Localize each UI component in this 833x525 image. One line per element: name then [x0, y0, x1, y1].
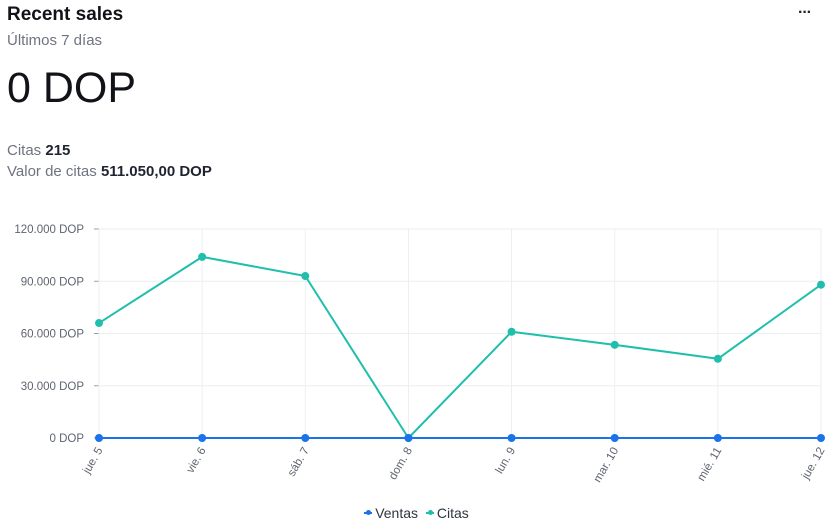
data-point-ventas: [817, 434, 825, 442]
x-tick-label: mié. 11: [696, 446, 725, 484]
legend-marker-ventas: [364, 510, 373, 515]
y-tick-label: 0 DOP: [49, 433, 84, 445]
data-point-ventas: [610, 434, 619, 442]
legend-label-citas: Citas: [436, 505, 469, 521]
x-tick-label: jue. 12: [799, 446, 827, 483]
valor-citas-value: 511.050,00 DOP: [100, 163, 212, 180]
y-tick-label: 30.000 DOP: [21, 381, 85, 393]
x-tick-label: sáb. 7: [286, 446, 312, 479]
data-point-ventas: [404, 434, 413, 442]
y-tick-label: 120.000 DOP: [14, 224, 84, 236]
valor-citas-label: Valor de citas: [7, 163, 97, 180]
x-tick-label: dom. 8: [387, 446, 415, 482]
valor-citas-metric: Valor de citas 511.050,00 DOP: [7, 163, 212, 180]
chart-legend: Ventas Citas: [0, 501, 833, 521]
data-point-citas: [301, 272, 310, 281]
data-point-citas: [507, 327, 516, 336]
data-point-ventas: [301, 434, 310, 442]
data-point-ventas: [713, 434, 722, 442]
data-point-citas: [198, 252, 207, 261]
card-subtitle: Últimos 7 días: [7, 32, 103, 49]
data-point-ventas: [507, 434, 516, 442]
legend-marker-citas: [425, 510, 434, 515]
series-line-citas: [98, 255, 822, 439]
citas-metric: Citas 215: [7, 142, 70, 159]
legend-item-citas[interactable]: Citas: [425, 505, 469, 521]
data-point-citas: [713, 354, 722, 363]
citas-value: 215: [45, 142, 71, 159]
data-point-citas: [610, 340, 619, 349]
card-title: Recent sales: [7, 4, 124, 25]
citas-label: Citas: [7, 142, 42, 159]
sales-line-chart: 0 DOP 30.000 DOP 60.000 DOP 90.000 DOP 120.0…: [14, 224, 827, 485]
x-tick-label: vie. 6: [185, 446, 209, 476]
more-options-button[interactable]: ···: [798, 4, 812, 21]
legend-label-ventas: Ventas: [375, 505, 419, 521]
data-point-citas: [95, 319, 103, 328]
y-tick-label: 60.000 DOP: [21, 329, 85, 341]
x-tick-label: lun. 9: [494, 446, 518, 476]
legend-item-ventas[interactable]: Ventas: [364, 505, 418, 521]
x-tick-label: mar. 10: [592, 446, 622, 485]
total-sales-amount: 0 DOP: [7, 64, 137, 112]
x-tick-label: jue. 5: [81, 446, 106, 477]
y-tick-label: 90.000 DOP: [21, 276, 85, 288]
data-point-ventas: [198, 434, 207, 442]
data-point-citas: [817, 280, 825, 289]
data-point-ventas: [95, 434, 103, 442]
